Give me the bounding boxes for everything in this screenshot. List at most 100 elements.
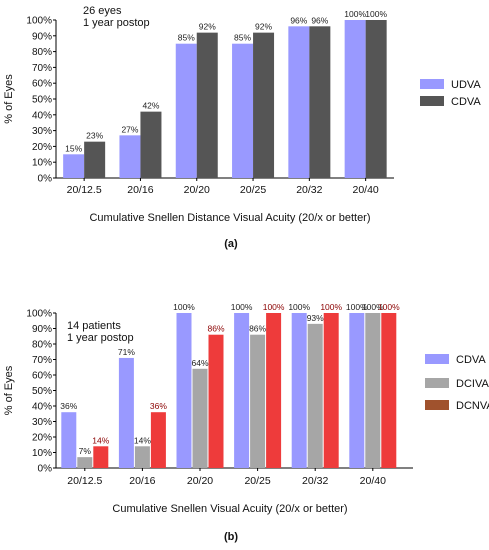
chart2-bar-cdva [291,313,307,468]
chart2-data-label-dciva: 93% [307,313,324,323]
chart2-data-label-dcnva: 86% [207,324,224,334]
chart2-legend-label-cdva: CDVA [456,354,486,366]
chart1-bar-cdva [140,111,162,178]
chart2-y-axis-title: % of Eyes [3,365,15,415]
chart2-data-label-dciva: 100% [362,302,384,312]
chart2-data-label-dcnva: 100% [378,302,400,312]
chart2-x-tick-label: 20/16 [129,475,155,487]
chart2-bar-cdva [349,313,365,468]
chart1-y-axis-title: % of Eyes [3,74,15,124]
chart2-bar-cdva [234,313,250,468]
chart1-x-tick-label: 20/16 [127,184,153,196]
chart2-bar-cdva [118,357,134,468]
chart2-bar-dcnva [266,313,282,468]
chart2-x-tick-label: 20/20 [187,475,213,487]
chart1-y-tick-label: 20% [32,142,52,153]
chart2-legend-label-dciva: DCIVA [456,378,489,390]
chart1-legend-swatch-udva [420,79,444,89]
chart2-y-tick-label: 0% [38,464,53,475]
chart1-panel-label: (a) [224,238,238,250]
chart2-data-label-cdva: 100% [231,302,253,312]
chart2-data-label-dcnva: 100% [263,302,285,312]
chart1-bar-udva [288,26,310,178]
chart1-data-label-cdva: 96% [311,15,328,25]
chart1-data-label-cdva: 23% [86,131,103,141]
chart2-y-tick-label: 60% [32,371,52,382]
chart2-data-label-dcnva: 14% [92,435,109,445]
chart1-bar-udva [175,43,197,179]
chart2-y-tick-label: 30% [32,417,52,428]
chart2-data-label-dciva: 14% [134,435,151,445]
chart1-data-label-udva: 100% [344,9,366,19]
chart1-bar-cdva [309,26,331,178]
chart2-y-tick-label: 40% [32,402,52,413]
chart2-bar-dciva [192,368,208,468]
chart1-y-tick-label: 50% [32,95,52,106]
chart1-legend-label-udva: UDVA [451,79,481,91]
chart1-data-label-udva: 27% [121,124,138,134]
chart1-bar-udva [119,135,141,178]
chart2-data-label-dciva: 86% [249,324,266,334]
chart2-bar-dcnva [381,313,397,468]
chart1-annotation: 26 eyes [83,5,122,17]
chart2-data-label-cdva: 100% [346,302,368,312]
chart2-x-tick-label: 20/25 [244,475,270,487]
chart2-legend-swatch-cdva [425,354,449,364]
chart2-data-label-dcnva: 100% [320,302,342,312]
chart2-bar-dcnva [150,412,166,468]
chart2-bar-cdva [176,313,192,468]
chart2-bar-dcnva [323,313,339,468]
chart2-y-tick-label: 20% [32,433,52,444]
chart2-bar-cdva [61,412,77,468]
chart2-y-tick-label: 50% [32,386,52,397]
chart2-data-label-dciva: 64% [191,358,208,368]
chart2-bar-dciva [365,313,381,468]
chart1-x-tick-label: 20/32 [296,184,322,196]
chart2-y-tick-label: 90% [32,324,52,335]
chart1-data-label-cdva: 92% [255,22,272,32]
chart2-legend-swatch-dciva [425,378,449,388]
chart1-y-tick-label: 0% [38,174,53,185]
chart1-data-label-udva: 85% [234,33,251,43]
chart1-legend-label-cdva: CDVA [451,96,481,108]
chart2-data-label-dciva: 7% [79,446,92,456]
chart1-bar-cdva [365,20,387,178]
chart1-data-label-udva: 15% [65,143,82,153]
chart2-bar-dcnva [208,334,224,468]
chart1-data-label-udva: 85% [178,33,195,43]
chart1-data-label-cdva: 42% [142,101,159,111]
chart1-x-tick-label: 20/20 [184,184,210,196]
chart1-y-tick-label: 10% [32,158,52,169]
chart2-data-label-cdva: 100% [173,302,195,312]
chart1-y-tick-label: 80% [32,47,52,58]
chart1-y-tick-label: 60% [32,79,52,90]
chart2-y-tick-label: 100% [26,309,52,320]
chart2-bar-dciva [307,323,323,468]
chart1-y-tick-label: 70% [32,63,52,74]
chart2-legend-swatch-dcnva [425,400,449,410]
chart2-x-axis-title: Cumulative Snellen Visual Acuity (20/x o… [112,503,347,515]
chart1-data-label-udva: 96% [290,15,307,25]
chart1-y-tick-label: 40% [32,110,52,121]
chart1-data-label-cdva: 100% [365,9,387,19]
chart1-legend-swatch-cdva [420,96,444,106]
chart2-y-tick-label: 10% [32,448,52,459]
chart2-bar-dcnva [93,446,109,468]
chart1-x-axis-title: Cumulative Snellen Distance Visual Acuit… [89,212,370,224]
chart1-y-tick-label: 90% [32,31,52,42]
chart1-bar-cdva [84,141,106,178]
chart2-legend-label-dcnva: DCNVA [456,400,489,412]
chart1-annotation: 1 year postop [83,17,150,29]
chart2-annotation: 1 year postop [67,332,134,344]
chart1-bar-udva [232,43,254,179]
chart1-y-tick-label: 100% [26,16,52,27]
chart1-bar-cdva [253,32,275,178]
chart2-data-label-cdva: 71% [118,347,135,357]
chart2-x-tick-label: 20/40 [360,475,386,487]
chart2-data-label-cdva: 36% [60,401,77,411]
chart2-x-tick-label: 20/12.5 [67,475,102,487]
chart2-y-tick-label: 70% [32,355,52,366]
chart1-x-tick-label: 20/12.5 [67,184,102,196]
chart2-x-tick-label: 20/32 [302,475,328,487]
